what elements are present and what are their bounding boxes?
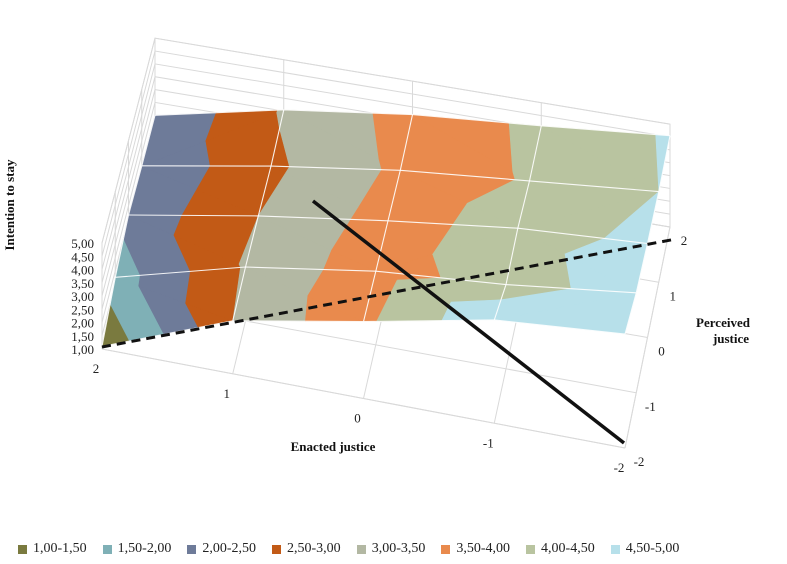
x-tick-label: 0: [354, 411, 361, 426]
legend-label: 3,00-3,50: [371, 541, 426, 556]
legend-swatch: [610, 544, 620, 554]
legend-item: 1,50-2,00: [102, 541, 172, 557]
x-axis-ticks: 2 1 0 -1 -2: [93, 361, 625, 475]
legend-item: 4,50-5,00: [610, 541, 680, 557]
legend-label: 4,50-5,00: [625, 541, 680, 556]
y-tick-label: -2: [634, 454, 645, 469]
legend-swatch: [187, 544, 197, 554]
chart-overlay: [101, 199, 677, 445]
surface-plot: [101, 109, 671, 347]
z-tick-label: 1,50: [71, 329, 94, 344]
y-tick-label: 0: [658, 344, 665, 359]
x-tick-label: -1: [483, 435, 494, 450]
legend-label: 1,00-1,50: [33, 541, 87, 556]
z-tick-label: 4,00: [71, 263, 94, 278]
floor-edge: [101, 348, 626, 449]
z-tick-label: 3,00: [71, 289, 94, 304]
x-tick-label: 2: [93, 361, 100, 376]
surface-mesh-line: [232, 109, 285, 321]
legend-item: 2,50-3,00: [272, 541, 341, 557]
legend-swatch: [272, 544, 282, 554]
legend-swatch: [18, 544, 27, 554]
legend-item: 2,00-2,50: [187, 541, 256, 557]
dashed-reference-line: [101, 237, 677, 349]
surface-mesh-line: [101, 115, 156, 347]
y-tick-label: 1: [670, 288, 677, 303]
legend-label: 3,50-4,00: [456, 541, 511, 556]
legend-label: 1,50-2,00: [117, 541, 172, 556]
y-axis-title-line-2: justice: [712, 331, 749, 346]
legend-swatch: [526, 544, 536, 554]
y-tick-label: 2: [681, 233, 688, 248]
surface-mesh-line: [362, 114, 414, 322]
solid-reference-line: [311, 199, 626, 445]
z-tick-label: 4,50: [71, 249, 94, 264]
legend-item: 1,00-1,50: [18, 541, 87, 557]
legend-swatch: [356, 544, 366, 554]
z-tick-label: 2,00: [71, 316, 94, 331]
legend-item: 4,00-4,50: [526, 541, 595, 557]
z-tick-label: 3,50: [71, 276, 94, 291]
x-tick-label: -2: [614, 460, 625, 475]
x-tick-label: 1: [224, 386, 231, 401]
z-axis-ticks: 1,001,502,002,503,003,504,004,505,00: [71, 236, 94, 357]
floor-edge: [624, 226, 671, 449]
surface-mesh-line: [493, 125, 542, 321]
z-tick-label: 1,00: [71, 342, 94, 357]
legend-item: 3,50-4,00: [441, 541, 510, 557]
x-axis-title: Enacted justice: [291, 439, 376, 454]
y-axis-title-line-1: Perceived: [696, 315, 751, 330]
y-axis-ticks: 2 1 0 -1 -2: [634, 233, 688, 469]
legend-label: 2,50-3,00: [287, 541, 341, 556]
z-axis-title: Intention to stay: [2, 159, 17, 251]
chart-legend: 1,00-1,50 1,50-2,00 2,00-2,50 2,50-3,00 3,00…: [18, 538, 787, 560]
y-tick-label: -1: [645, 399, 656, 414]
legend-swatch: [102, 544, 112, 554]
legend-label: 4,00-4,50: [541, 541, 595, 556]
legend-item: 3,00-3,50: [356, 541, 426, 557]
legend-swatch: [441, 544, 451, 554]
z-tick-label: 2,50: [71, 302, 94, 317]
z-tick-label: 5,00: [71, 236, 94, 251]
legend-label: 2,00-2,50: [202, 541, 257, 556]
